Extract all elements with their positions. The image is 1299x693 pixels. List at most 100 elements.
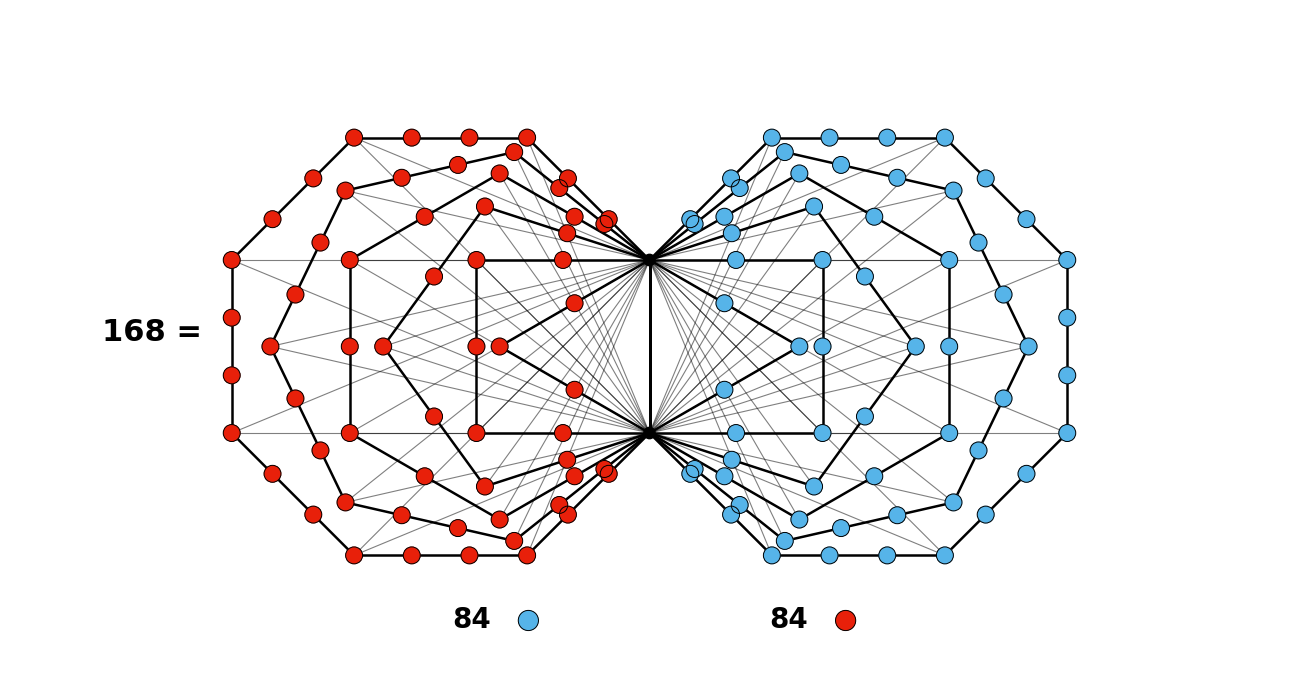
Circle shape	[857, 408, 873, 425]
Circle shape	[1018, 211, 1034, 227]
Circle shape	[682, 466, 699, 482]
Circle shape	[716, 468, 733, 484]
Circle shape	[791, 338, 808, 355]
Circle shape	[491, 338, 508, 355]
Circle shape	[727, 252, 744, 268]
Circle shape	[491, 166, 508, 182]
Circle shape	[346, 547, 362, 563]
Circle shape	[731, 497, 748, 513]
Text: 84: 84	[769, 606, 808, 635]
Circle shape	[814, 252, 830, 268]
Circle shape	[942, 252, 957, 268]
Circle shape	[223, 367, 240, 383]
Circle shape	[375, 338, 391, 355]
Circle shape	[777, 533, 792, 549]
Circle shape	[491, 511, 508, 527]
Circle shape	[644, 254, 655, 265]
Circle shape	[265, 211, 281, 227]
Circle shape	[469, 338, 485, 355]
Circle shape	[566, 295, 583, 311]
Circle shape	[682, 211, 699, 227]
Circle shape	[507, 533, 522, 549]
Circle shape	[426, 268, 442, 285]
Circle shape	[764, 130, 779, 146]
Circle shape	[687, 216, 703, 232]
Circle shape	[342, 252, 357, 268]
Circle shape	[394, 507, 409, 523]
Circle shape	[600, 466, 617, 482]
Circle shape	[596, 461, 612, 477]
Circle shape	[305, 507, 321, 523]
Circle shape	[978, 170, 994, 186]
Circle shape	[821, 547, 838, 563]
Circle shape	[805, 478, 822, 495]
Circle shape	[342, 425, 357, 441]
Circle shape	[1059, 425, 1076, 441]
Circle shape	[978, 507, 994, 523]
Circle shape	[265, 466, 281, 482]
Circle shape	[477, 198, 494, 215]
Circle shape	[644, 428, 655, 439]
Circle shape	[866, 209, 882, 225]
Circle shape	[305, 170, 321, 186]
Circle shape	[942, 338, 957, 355]
Circle shape	[338, 494, 353, 511]
Circle shape	[970, 442, 987, 459]
Circle shape	[461, 130, 478, 146]
Circle shape	[287, 286, 304, 303]
Circle shape	[890, 170, 905, 186]
Circle shape	[833, 520, 850, 536]
Circle shape	[833, 157, 850, 173]
Circle shape	[879, 547, 895, 563]
Circle shape	[837, 611, 855, 630]
Circle shape	[866, 468, 882, 484]
Circle shape	[1059, 310, 1076, 326]
Circle shape	[469, 252, 485, 268]
Circle shape	[461, 547, 478, 563]
Circle shape	[338, 182, 353, 199]
Circle shape	[404, 130, 420, 146]
Circle shape	[995, 390, 1012, 407]
Circle shape	[687, 461, 703, 477]
Circle shape	[520, 547, 535, 563]
Circle shape	[764, 547, 779, 563]
Circle shape	[559, 452, 575, 468]
Circle shape	[449, 157, 466, 173]
Circle shape	[937, 547, 953, 563]
Circle shape	[946, 494, 961, 511]
Text: 84: 84	[452, 606, 491, 635]
Circle shape	[724, 507, 739, 523]
Circle shape	[995, 286, 1012, 303]
Circle shape	[821, 130, 838, 146]
Circle shape	[908, 338, 924, 355]
Circle shape	[404, 547, 420, 563]
Circle shape	[223, 425, 240, 441]
Circle shape	[724, 225, 740, 241]
Circle shape	[555, 252, 572, 268]
Circle shape	[814, 425, 830, 441]
Circle shape	[791, 511, 808, 527]
Circle shape	[560, 507, 575, 523]
Circle shape	[555, 425, 572, 441]
Circle shape	[942, 425, 957, 441]
Circle shape	[507, 144, 522, 160]
Circle shape	[449, 520, 466, 536]
Circle shape	[1018, 466, 1034, 482]
Circle shape	[394, 170, 409, 186]
Circle shape	[596, 216, 612, 232]
Circle shape	[724, 170, 739, 186]
Circle shape	[520, 130, 535, 146]
Circle shape	[814, 338, 830, 355]
Circle shape	[223, 252, 240, 268]
Circle shape	[724, 452, 740, 468]
Circle shape	[262, 338, 278, 355]
Circle shape	[1059, 252, 1076, 268]
Circle shape	[342, 338, 357, 355]
Circle shape	[857, 268, 873, 285]
Circle shape	[312, 234, 329, 251]
Circle shape	[937, 130, 953, 146]
Circle shape	[223, 310, 240, 326]
Circle shape	[731, 180, 748, 196]
Circle shape	[970, 234, 987, 251]
Circle shape	[1021, 338, 1037, 355]
